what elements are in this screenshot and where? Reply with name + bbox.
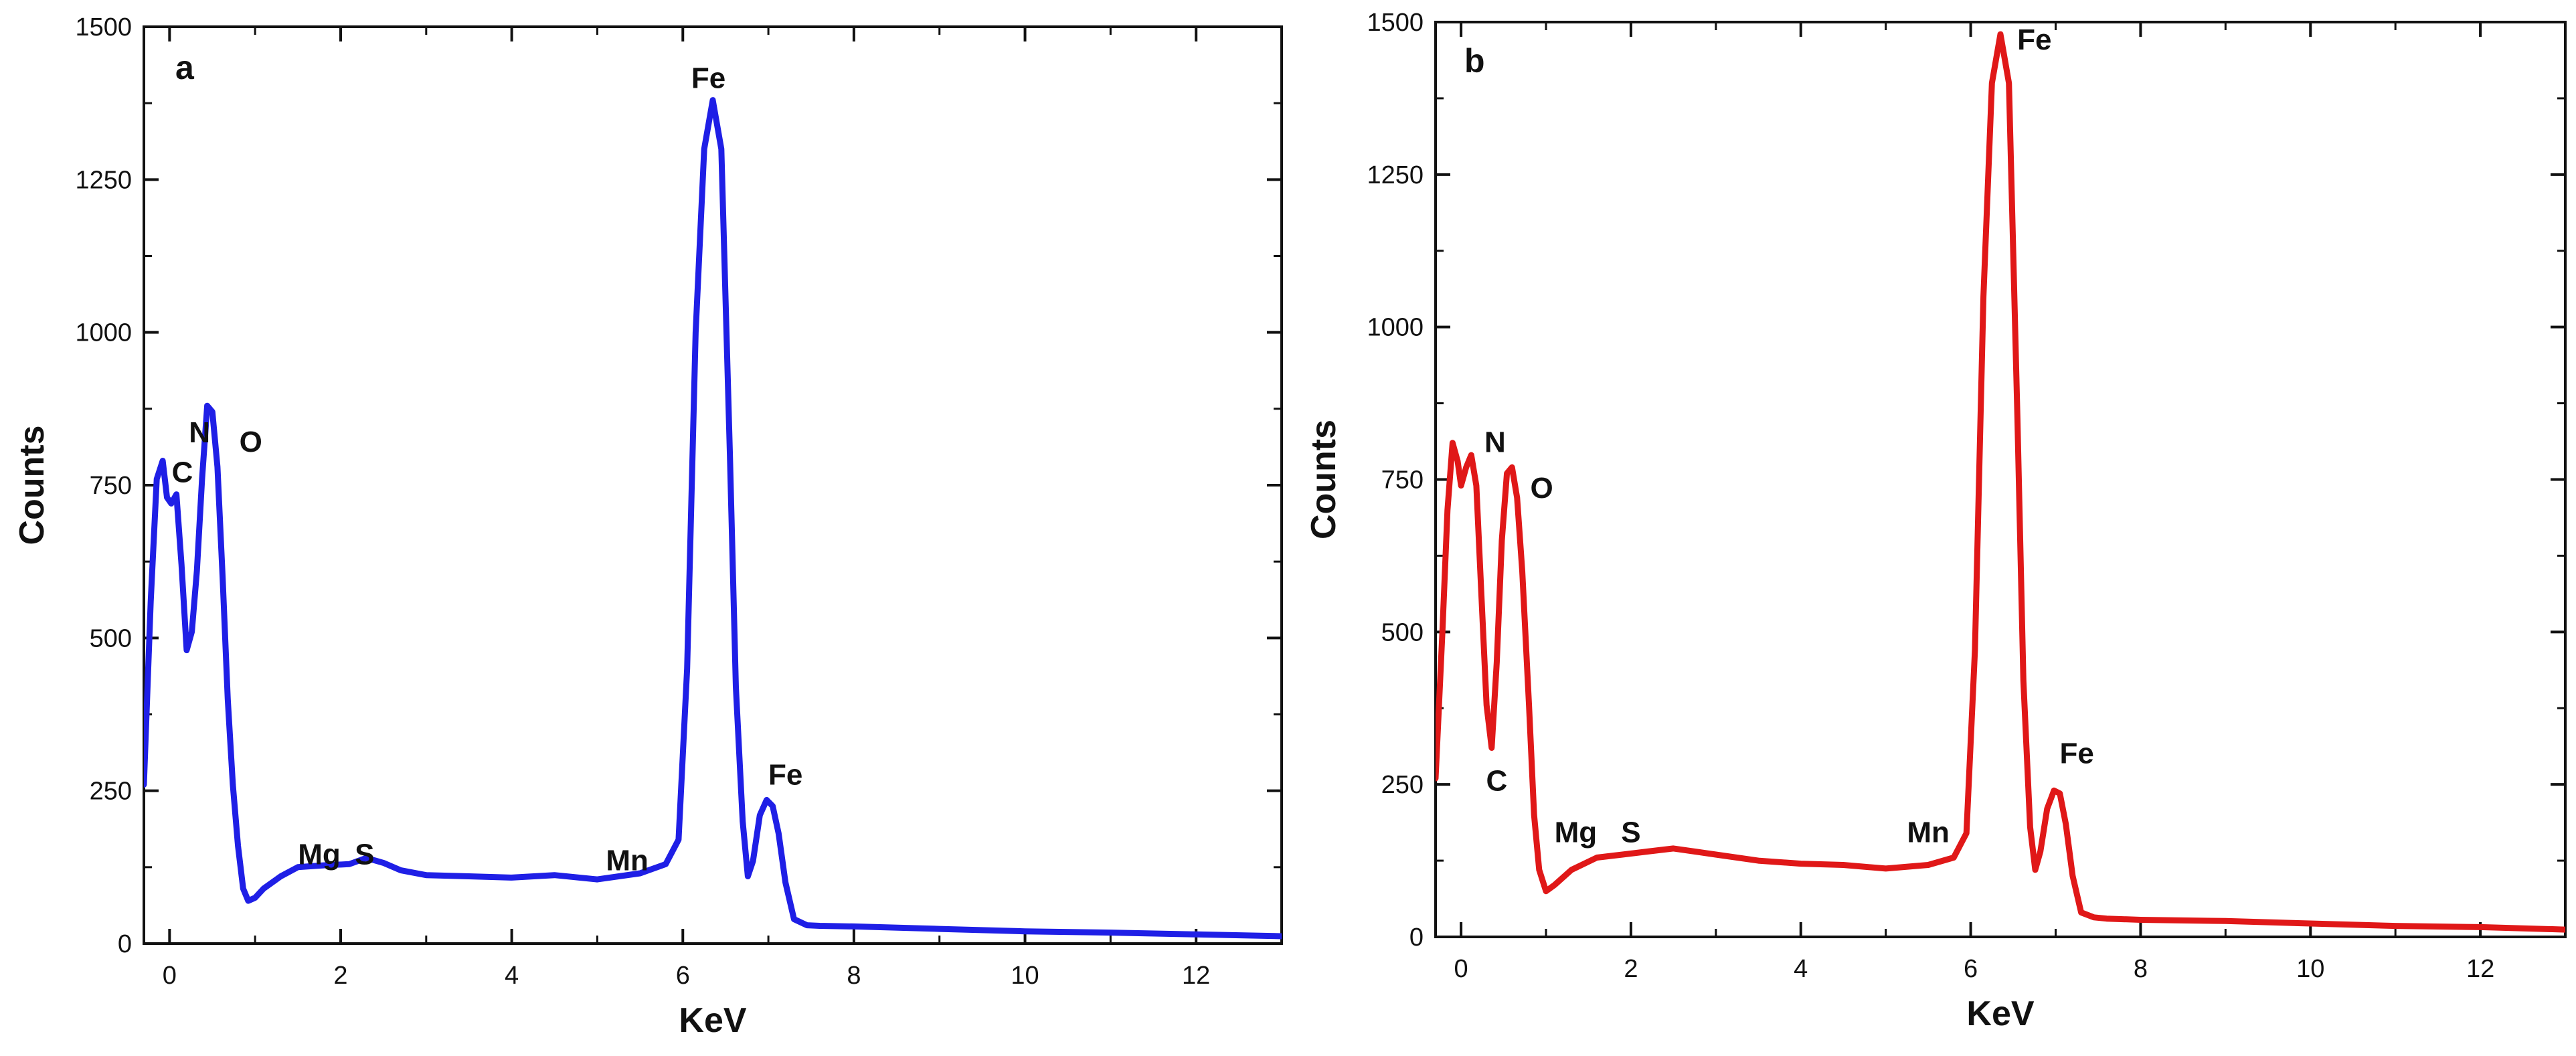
chart-panel-a: 0 2 4 6 8 10 12 0 250 500 750 1000 1250 1500 KeV Counts… <box>13 13 1283 1040</box>
peak-annotation-mg: Mg <box>1555 816 1598 849</box>
peak-annotation-o: O <box>240 426 262 458</box>
x-tick-label: 4 <box>505 962 519 990</box>
x-tick-label: 12 <box>1182 962 1210 990</box>
x-tick-label: 4 <box>1794 955 1808 983</box>
x-tick-label: 8 <box>847 962 861 990</box>
x-tick-label: 10 <box>1011 962 1039 990</box>
y-tick-label: 1000 <box>1367 314 1424 342</box>
y-tick-label: 1000 <box>75 319 132 347</box>
x-axis-label: KeV <box>1966 994 2034 1033</box>
y-tick-label: 500 <box>1381 618 1424 646</box>
plot-frame <box>143 25 1283 945</box>
x-tick-label: 2 <box>333 962 347 990</box>
x-axis-label: KeV <box>679 1001 746 1040</box>
peak-annotation-c: C <box>1486 764 1507 797</box>
y-axis-label: Counts <box>13 425 52 545</box>
spectrum-line <box>144 97 1282 940</box>
peak-annotation-fe: Fe <box>691 62 725 94</box>
y-tick-label: 250 <box>90 778 132 806</box>
x-tick-label: 0 <box>163 962 177 990</box>
x-tick-label: 10 <box>2296 955 2324 983</box>
x-tick-label: 2 <box>1624 955 1638 983</box>
peak-annotation-n: N <box>189 416 210 449</box>
x-tick-label: 0 <box>1454 955 1468 983</box>
y-tick-label: 750 <box>90 472 132 500</box>
y-tick-label: 250 <box>1381 771 1424 799</box>
peak-annotation-mn: Mn <box>1907 816 1950 849</box>
y-tick-label: 1500 <box>1367 9 1424 37</box>
chart-panel-b: 0 2 4 6 8 10 12 0 250 500 750 1000 1250 1500 KeV Counts… <box>1304 9 2567 1033</box>
plot-frame <box>1434 21 2567 938</box>
peak-annotation-fe: Fe <box>2017 23 2051 56</box>
y-tick-label: 750 <box>1381 466 1424 495</box>
panel-label: a <box>175 49 195 86</box>
x-tick-label: 6 <box>1964 955 1978 983</box>
peak-annotation-n: N <box>1484 426 1506 458</box>
peak-annotation-mn: Mn <box>606 844 649 877</box>
peak-annotation-s: S <box>355 838 374 871</box>
y-tick-label: 0 <box>118 930 132 958</box>
x-tick-label: 6 <box>676 962 690 990</box>
peak-annotation-mg: Mg <box>298 838 341 871</box>
spectrum-line <box>1436 31 2565 933</box>
peak-annotation-o: O <box>1531 472 1553 505</box>
peak-annotation-fe: Fe <box>2060 737 2094 770</box>
panel-label: b <box>1464 42 1485 80</box>
y-axis-label: Counts <box>1304 420 1343 539</box>
y-tick-label: 0 <box>1409 923 1424 952</box>
y-tick-label: 1250 <box>1367 161 1424 189</box>
y-tick-label: 500 <box>90 624 132 652</box>
x-tick-label: 8 <box>2134 955 2148 983</box>
x-tick-label: 12 <box>2466 955 2494 983</box>
peak-annotation-c: C <box>172 456 193 489</box>
y-tick-label: 1250 <box>75 166 132 194</box>
y-tick-label: 1500 <box>75 13 132 41</box>
peak-annotation-s: S <box>1621 816 1640 849</box>
peak-annotation-fe: Fe <box>768 759 802 792</box>
